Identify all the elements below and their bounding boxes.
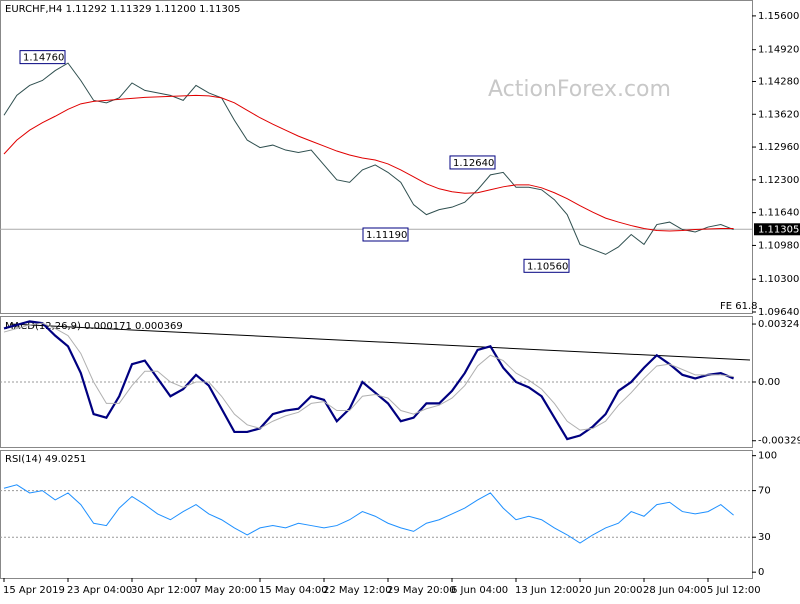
x-tick-label: 28 Jun 04:00 [643,585,707,596]
rsi-title: RSI(14) 49.0251 [5,454,86,465]
y-tick-label: 0 [758,567,764,578]
y-tick-label: 1.14280 [758,76,799,87]
series-line [3,62,734,255]
series-line [3,320,735,441]
annotation-box [19,50,66,65]
trend-line [9,323,751,361]
annotation-label: 1.14760 [23,53,64,64]
x-tick-label: 15 May 04:00 [259,585,328,596]
macd-title: MACD(12,26,9) 0.000171 0.000369 [5,321,183,332]
y-tick-label: 1.12300 [758,175,799,186]
annotation-label: 1.10560 [527,261,568,272]
y-tick-label: 1.10300 [758,274,799,285]
x-tick-label: 13 Jun 12:00 [515,585,579,596]
y-tick-label: 70 [758,486,771,497]
chart-title: EURCHF,H4 1.11292 1.11329 1.11200 1.1130… [5,4,241,15]
x-tick-label: 23 Apr 04:00 [67,585,132,596]
x-tick-label: 6 Jun 04:00 [451,585,508,596]
x-tick-label: 7 May 20:00 [195,585,257,596]
fe-note: FE 61.8 [720,301,758,312]
series-line [3,484,734,544]
y-tick-label: 30 [758,532,771,543]
y-tick-label: 0.003249 [758,319,800,330]
y-tick-label: 1.15600 [758,11,799,22]
rsi-panel [0,450,753,579]
y-tick-label: 1.13620 [758,109,799,120]
x-tick-label: 29 May 20:00 [387,585,456,596]
annotation-box [362,227,409,242]
y-tick-label: -0.003293 [758,436,800,447]
series-line [3,322,734,431]
x-tick-label: 5 Jul 12:00 [707,585,761,596]
annotation-box [523,258,570,273]
y-tick-label: 1.10980 [758,240,799,251]
main-panel [0,0,753,314]
annotation-label: 1.12640 [453,158,494,169]
annotation-box [449,155,496,170]
x-tick-label: 20 Jun 20:00 [579,585,643,596]
watermark: ActionForex.com [488,77,671,102]
series-line [3,94,734,232]
y-tick-label: 1.12960 [758,142,799,153]
y-tick-label: 1.11640 [758,208,799,219]
x-tick-label: 15 Apr 2019 [3,585,65,596]
y-tick-label: 100 [758,451,777,462]
x-tick-label: 30 Apr 12:00 [131,585,196,596]
y-tick-label: 0.00 [758,377,780,388]
last-price-label: 1.11305 [758,224,799,235]
x-tick-label: 22 May 12:00 [323,585,392,596]
last-price-box [754,223,800,236]
annotation-label: 1.11190 [366,230,407,241]
y-tick-label: 1.09640 [758,307,799,318]
y-tick-label: 1.14920 [758,45,799,56]
